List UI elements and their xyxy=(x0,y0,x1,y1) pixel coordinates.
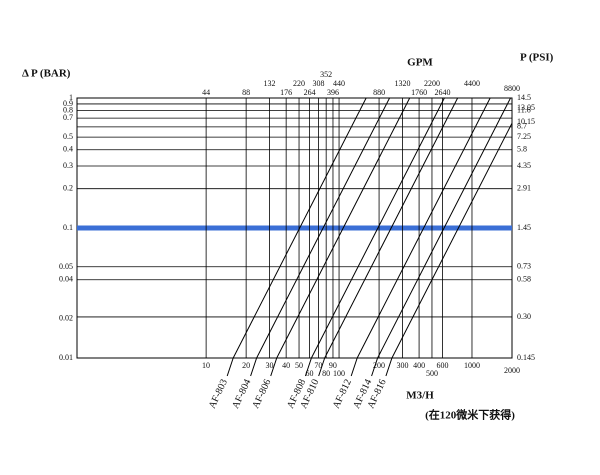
series-label: AF-803 xyxy=(207,378,230,411)
x-tick-label: 300 xyxy=(396,361,408,370)
y-tick-label: 0.9 xyxy=(63,99,73,108)
x-tick-label: 1000 xyxy=(464,361,480,370)
x2-tick-label: 8800 xyxy=(504,84,520,93)
series-leader xyxy=(250,357,258,377)
x-tick-label: 50 xyxy=(295,361,303,370)
x2-tick-label: 4400 xyxy=(464,79,480,88)
y2-tick-label: 11.6 xyxy=(517,105,531,114)
filter-line xyxy=(310,98,445,358)
x-tick-label: 500 xyxy=(426,369,438,378)
x2-tick-label: 2640 xyxy=(434,88,450,97)
series-leader xyxy=(371,357,379,377)
x2-tick-label: 44 xyxy=(202,88,210,97)
y-tick-label: 0.3 xyxy=(63,161,73,170)
filter-line xyxy=(232,98,367,358)
y-tick-label: 0.5 xyxy=(63,132,73,141)
filter-line xyxy=(324,98,459,358)
x-tick-label: 60 xyxy=(306,369,314,378)
x2-tick-label: 2200 xyxy=(424,79,440,88)
y2-tick-label: 7.25 xyxy=(517,132,531,141)
x2-tick-label: 308 xyxy=(312,79,324,88)
filter-line xyxy=(276,98,411,358)
filter-line xyxy=(356,98,491,358)
y2-tick-label: 10.15 xyxy=(517,117,535,126)
series-leader xyxy=(350,357,358,377)
x-tick-label: 40 xyxy=(282,361,290,370)
filter-line xyxy=(256,98,391,358)
note: (在120微米下获得) xyxy=(425,408,515,422)
y2-tick-label: 0.145 xyxy=(517,353,535,362)
series-leader xyxy=(270,357,278,377)
y-tick-label: 0.1 xyxy=(63,223,73,232)
y-tick-label: 0.2 xyxy=(63,184,73,193)
x2-tick-label: 352 xyxy=(320,70,332,79)
x-tick-label: 30 xyxy=(265,361,273,370)
y-axis-label: Δ P (BAR) xyxy=(22,68,71,80)
x2-axis-label: GPM xyxy=(407,57,433,69)
x2-tick-label: 220 xyxy=(293,79,305,88)
y-tick-label: 1 xyxy=(69,93,73,102)
series-leader xyxy=(226,357,234,377)
y-tick-label: 0.7 xyxy=(63,113,73,122)
x-tick-label: 90 xyxy=(329,361,337,370)
x2-tick-label: 132 xyxy=(264,79,276,88)
filter-line xyxy=(391,122,512,358)
y2-tick-label: 0.30 xyxy=(517,312,531,321)
x-tick-label: 100 xyxy=(333,369,345,378)
x-axis-label: M3/H xyxy=(406,390,434,402)
x-tick-label: 10 xyxy=(202,361,210,370)
x2-tick-label: 88 xyxy=(242,88,250,97)
y2-tick-label: 0.73 xyxy=(517,262,531,271)
x2-tick-label: 396 xyxy=(327,88,339,97)
x-tick-label: 80 xyxy=(322,369,330,378)
y-tick-label: 0.01 xyxy=(59,353,73,362)
y-tick-label: 0.05 xyxy=(59,262,73,271)
x-tick-label: 70 xyxy=(314,361,322,370)
y-tick-label: 0.8 xyxy=(63,105,73,114)
y2-tick-label: 8.7 xyxy=(517,122,527,131)
filter-line xyxy=(377,98,511,358)
y2-tick-label: 0.58 xyxy=(517,275,531,284)
y2-tick-label: 1.45 xyxy=(517,223,531,232)
x2-tick-label: 1760 xyxy=(411,88,427,97)
x2-tick-label: 1320 xyxy=(394,79,410,88)
x-tick-label: 400 xyxy=(413,361,425,370)
y-tick-label: 0.02 xyxy=(59,314,73,323)
y2-tick-label: 5.8 xyxy=(517,145,527,154)
series-leader xyxy=(318,357,326,377)
x2-tick-label: 176 xyxy=(280,88,292,97)
x2-tick-label: 440 xyxy=(333,79,345,88)
series-leader xyxy=(304,357,312,377)
series-leader xyxy=(385,357,393,377)
y2-tick-label: 4.35 xyxy=(517,161,531,170)
x2-tick-label: 880 xyxy=(373,88,385,97)
y2-tick-label: 13.05 xyxy=(517,103,535,112)
x-tick-label: 2000 xyxy=(504,366,520,375)
x-tick-label: 20 xyxy=(242,361,250,370)
y2-tick-label: 2.91 xyxy=(517,183,531,192)
x-tick-label: 200 xyxy=(373,361,385,370)
y-tick-label: 0.04 xyxy=(59,275,73,284)
x-tick-label: 600 xyxy=(436,361,448,370)
series-label: AF-806 xyxy=(250,378,273,411)
y2-axis-label: P (PSI) xyxy=(520,52,554,64)
x2-tick-label: 264 xyxy=(304,88,316,97)
y-tick-label: 0.4 xyxy=(63,145,73,154)
y2-tick-label: 14.5 xyxy=(517,93,531,102)
